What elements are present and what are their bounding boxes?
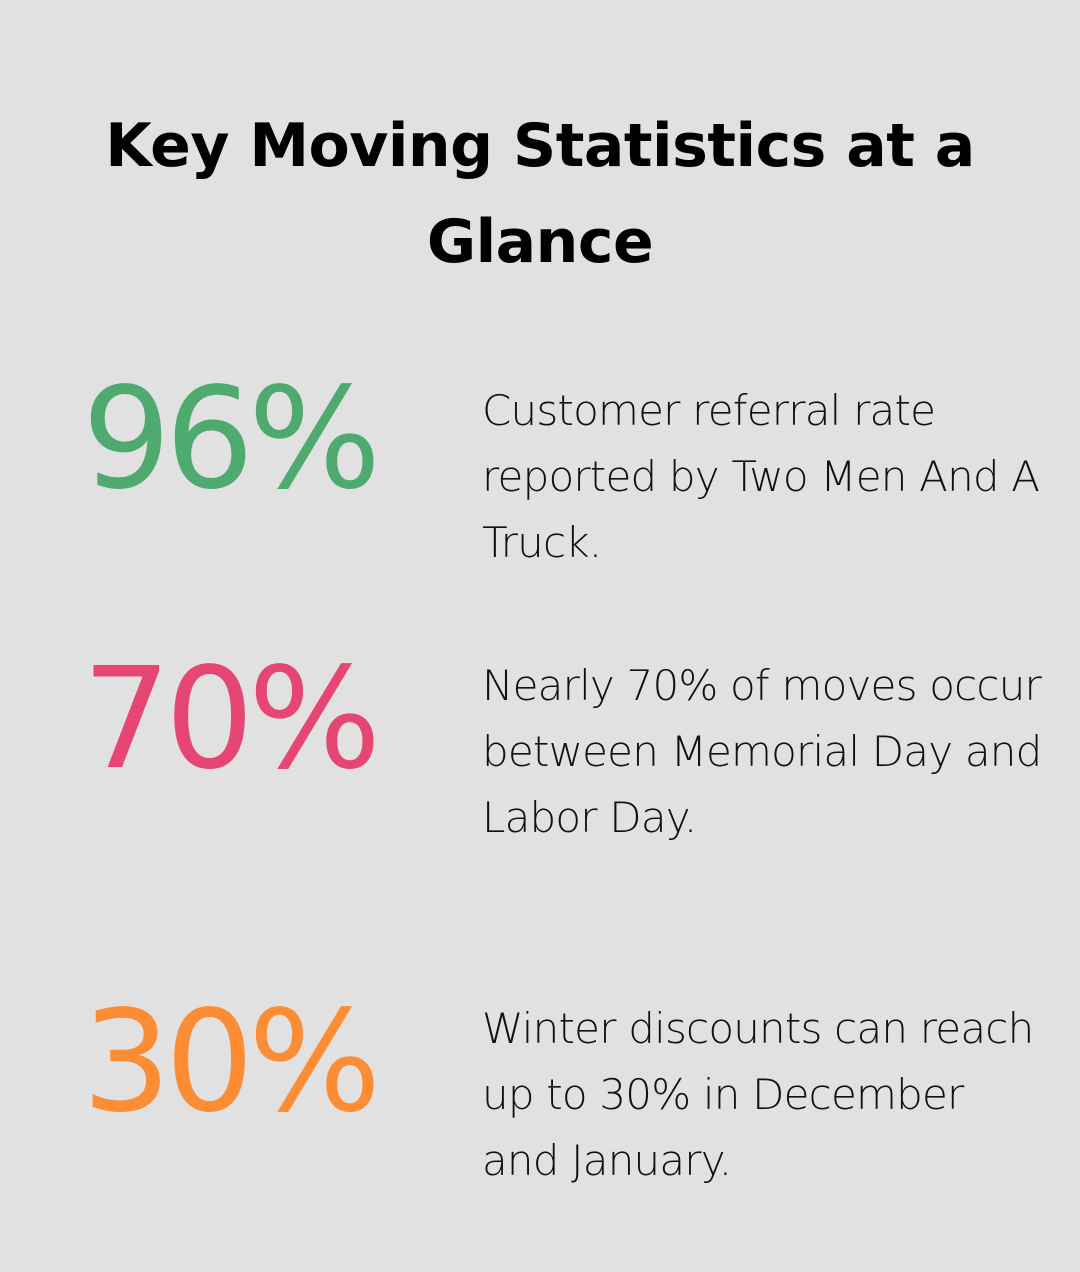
stat-description: Nearly 70% of moves occur between Memori… bbox=[482, 661, 1042, 842]
stat-value: 30% bbox=[82, 981, 381, 1144]
page-title: Key Moving Statistics at a Glance bbox=[105, 111, 975, 277]
stat-value: 70% bbox=[82, 638, 381, 801]
stat-description: Customer referral rate reported by Two M… bbox=[482, 386, 1040, 567]
stat-value: 96% bbox=[82, 358, 381, 521]
stat-description: Winter discounts can reach up to 30% in … bbox=[482, 1004, 1034, 1185]
